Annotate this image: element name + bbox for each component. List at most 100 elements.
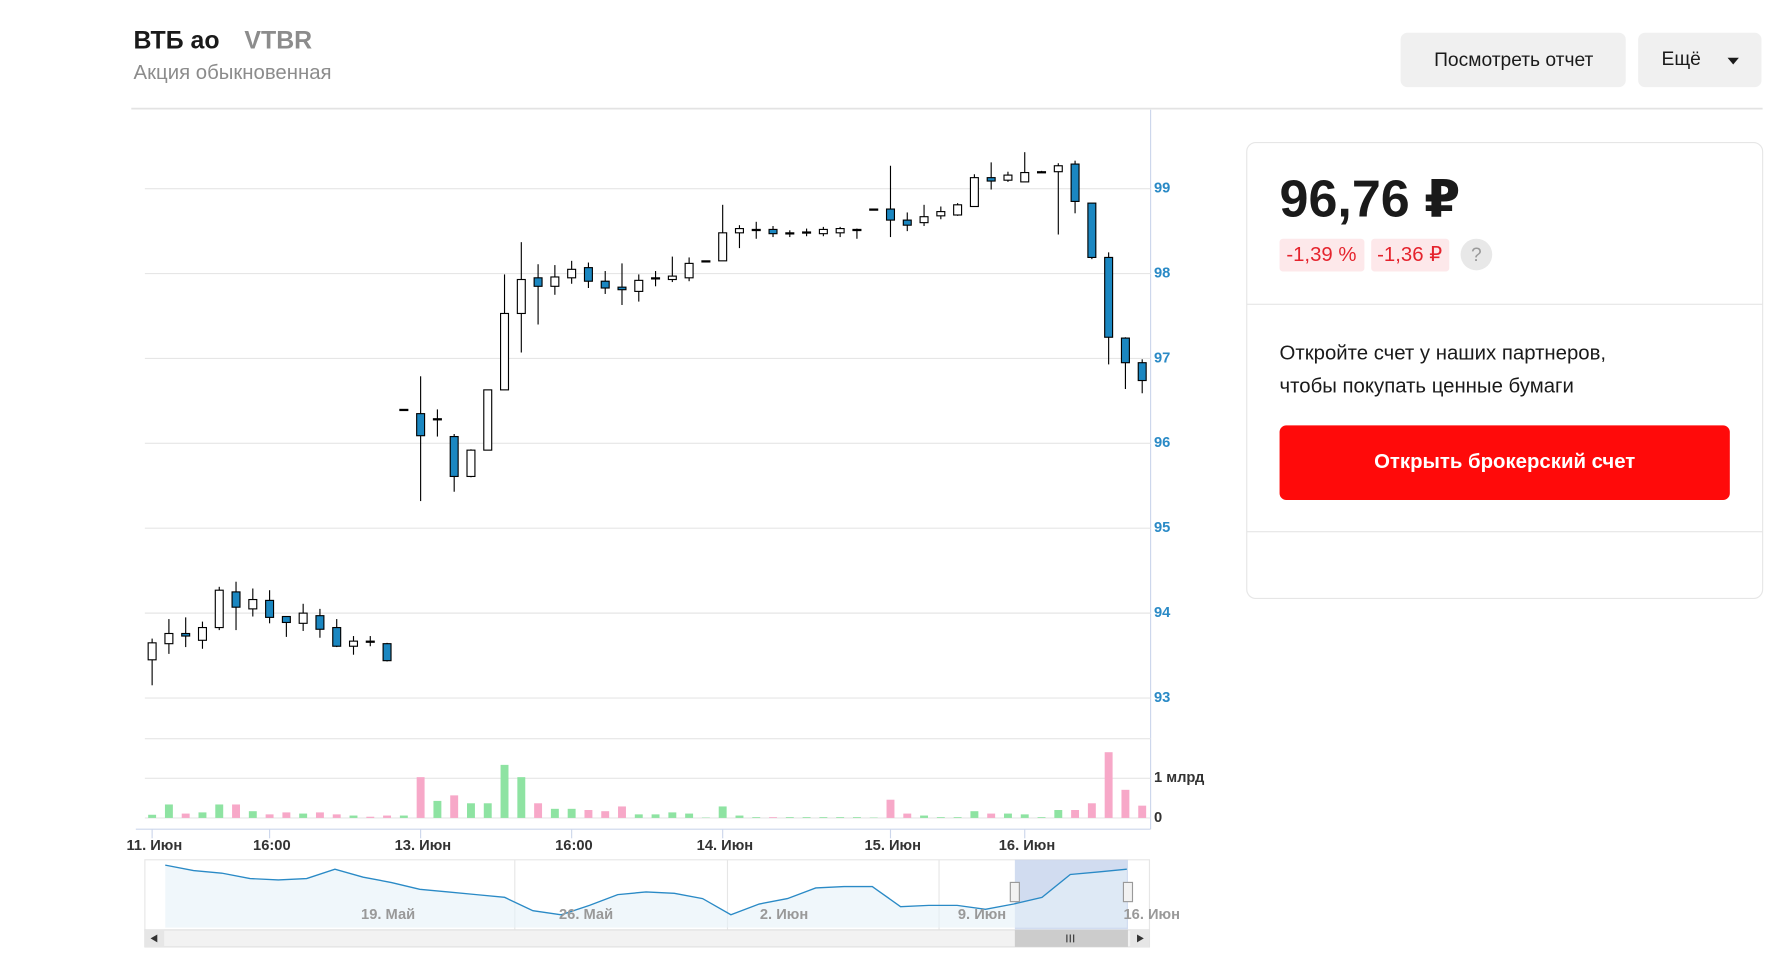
volume-tick-label: 0: [1154, 810, 1162, 826]
candle-body: [483, 389, 493, 451]
volume-bar: [651, 814, 660, 818]
volume-bar: [836, 817, 845, 818]
candle-body: [701, 260, 711, 263]
open-account-button[interactable]: Открыть брокерский счет: [1279, 425, 1730, 501]
volume-bar: [483, 803, 492, 818]
volume-bar: [1054, 810, 1063, 818]
navigator-label: 26. Май: [559, 907, 613, 923]
y-tick-label: 95: [1154, 520, 1170, 536]
candle-body: [785, 232, 795, 235]
candle-body: [432, 418, 442, 421]
navigator-handle[interactable]: [1009, 881, 1020, 903]
volume-bar: [366, 816, 375, 818]
x-tick-label: 16. Июн: [999, 838, 1055, 854]
x-tick-label: 16:00: [555, 838, 593, 854]
candle-body: [147, 642, 157, 661]
candle-body: [1087, 202, 1097, 259]
volume-bar: [534, 803, 543, 818]
x-tick-label: 13. Июн: [395, 838, 451, 854]
candle-body: [718, 232, 728, 262]
candle-body: [500, 312, 510, 391]
volume-bar: [416, 777, 425, 818]
help-bg: [1460, 238, 1493, 271]
candle-body: [617, 286, 627, 291]
help-icon[interactable]: ?: [1460, 238, 1493, 271]
candle-body: [869, 208, 879, 211]
x-tick-label: 15. Июн: [865, 838, 921, 854]
candle-body: [382, 643, 392, 662]
volume-bar: [819, 817, 828, 818]
candle-body: [348, 640, 359, 647]
candle-body: [651, 277, 661, 280]
y-tick-label: 99: [1154, 181, 1170, 197]
volume-bar: [282, 812, 291, 818]
candle-body: [1036, 171, 1047, 174]
navigator-line: [165, 864, 1127, 916]
scroll-left-arrow: [150, 934, 158, 943]
candle-body: [315, 615, 325, 630]
candle-body: [667, 275, 677, 281]
scroll-thumb[interactable]: [1014, 929, 1128, 947]
navigator-handle[interactable]: [1122, 881, 1134, 903]
change-percent: -1,39 %: [1286, 244, 1356, 266]
candle-body: [365, 640, 375, 643]
report-button[interactable]: Посмотреть отчет: [1400, 32, 1626, 88]
price: 96,76 ₽: [1280, 170, 1461, 228]
candle-body: [634, 279, 644, 292]
volume-bar: [953, 817, 962, 818]
volume-bar: [1121, 789, 1130, 818]
navigator-layer: 19. Май 26. Май 2. Июн 9. Июн 16. Июн: [165, 864, 1180, 928]
candle-body: [298, 612, 308, 624]
help-label: ?: [1471, 245, 1482, 266]
candle-body: [416, 413, 426, 437]
x-tick-label: 11. Июн: [127, 838, 183, 854]
button-label: Посмотреть отчет: [1434, 50, 1593, 71]
volume-bar: [970, 811, 979, 818]
candle-body: [1053, 165, 1063, 173]
volume-bar: [584, 810, 593, 818]
volume-bar: [567, 808, 576, 818]
stock-name: ВТБ ао: [134, 26, 220, 54]
candle-body: [567, 268, 577, 279]
candle-body: [835, 228, 845, 234]
candle-body: [583, 267, 593, 282]
candle-body: [885, 208, 896, 221]
candle-body: [231, 591, 241, 608]
more-button[interactable]: Ещё: [1638, 32, 1762, 88]
navigator-label: 19. Май: [361, 907, 415, 923]
y-tick-label: 94: [1154, 605, 1171, 621]
y-tick-label: 97: [1154, 350, 1170, 366]
volume-bar: [886, 799, 895, 818]
volume-bar: [634, 814, 643, 818]
volume-bar: [1020, 814, 1029, 818]
scrollbar[interactable]: [144, 929, 1151, 948]
navigator-label: 16. Июн: [1123, 907, 1179, 923]
button-bg: [1400, 32, 1626, 88]
candle-body: [751, 228, 761, 232]
candle-body: [214, 589, 224, 629]
volume-bar: [685, 813, 694, 818]
candle-body: [953, 204, 963, 216]
volume-bar: [752, 817, 761, 818]
button-bg: [1638, 32, 1762, 88]
candle-body: [1104, 256, 1114, 338]
x-tick-label: 14. Июн: [697, 838, 753, 854]
candle-body: [550, 276, 560, 287]
subtitle: Акция обыкновенная: [134, 62, 332, 84]
candle-body: [684, 262, 694, 279]
volume-bar: [467, 803, 475, 818]
y-tick-label: 96: [1154, 435, 1170, 451]
volume-bar: [802, 817, 811, 818]
volume-bar: [181, 813, 190, 818]
volume-bar: [668, 812, 677, 818]
volume-bar: [936, 817, 945, 818]
volume-bar: [1138, 805, 1147, 818]
candle-body: [802, 231, 812, 234]
dropdown-arrow: [1727, 57, 1739, 65]
volume-bar: [1087, 803, 1096, 818]
candle-body: [969, 177, 979, 208]
candle-body: [181, 632, 191, 637]
volume-bar: [550, 808, 559, 818]
